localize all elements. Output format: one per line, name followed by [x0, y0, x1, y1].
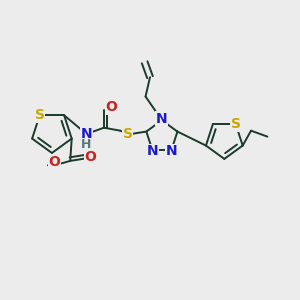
Text: N: N — [146, 144, 158, 158]
Text: N: N — [166, 144, 177, 158]
Text: N: N — [156, 112, 168, 126]
Text: O: O — [105, 100, 117, 115]
Text: O: O — [49, 155, 60, 170]
Text: H: H — [81, 138, 91, 152]
Text: N: N — [80, 127, 92, 141]
Text: S: S — [231, 117, 241, 131]
Text: S: S — [35, 108, 45, 122]
Text: S: S — [123, 127, 133, 141]
Text: O: O — [85, 150, 96, 164]
